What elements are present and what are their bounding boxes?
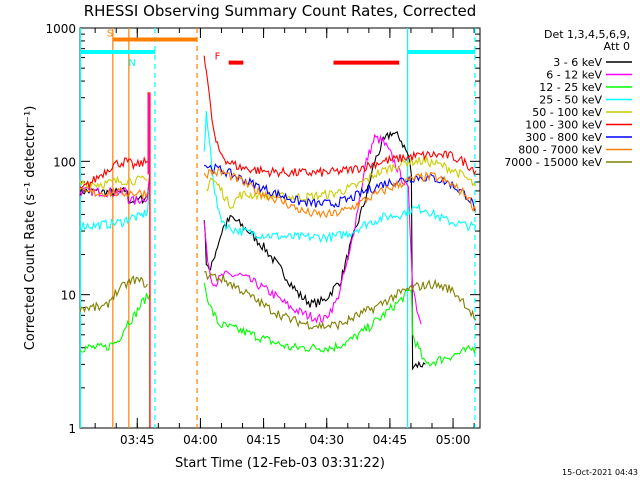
legend-entry-label: 300 - 800 keV: [525, 131, 602, 144]
y-axis-label: Corrected Count Rate (s⁻¹ detector⁻¹): [23, 106, 38, 351]
series-line-3: [203, 111, 477, 244]
legend-entry-label: 50 - 100 keV: [532, 106, 602, 119]
series-line-8: [79, 275, 148, 313]
series-line-1: [203, 133, 422, 325]
legend-header: Det 1,3,4,5,6,9,: [544, 28, 630, 41]
series-line-5: [203, 55, 477, 179]
flag-bars: S N F: [80, 28, 475, 69]
legend-entry-label: 12 - 25 keV: [539, 81, 602, 94]
series-lines: [79, 55, 477, 428]
legend-entry-label: 25 - 50 keV: [539, 94, 602, 107]
chart-title: RHESSI Observing Summary Count Rates, Co…: [84, 2, 477, 20]
x-axis-label: Start Time (12-Feb-03 03:31:22): [175, 456, 385, 471]
event-markers: [79, 28, 476, 428]
x-tick-label: 04:00: [183, 433, 218, 447]
legend-entry-label: 6 - 12 keV: [546, 69, 602, 82]
series-line-3: [79, 186, 151, 232]
legend-entry-label: 3 - 6 keV: [553, 56, 602, 69]
series-line-8: [204, 270, 477, 331]
series-line-4: [79, 175, 148, 191]
series-line-2: [79, 292, 151, 353]
y-tick-label: 100: [53, 155, 76, 169]
x-tick-label: 04:15: [246, 433, 281, 447]
x-tick-label: 04:30: [309, 433, 344, 447]
x-tick-label: 03:45: [120, 433, 155, 447]
x-tick-label: 04:45: [373, 433, 408, 447]
series-line-5: [79, 155, 148, 190]
legend-entry-label: 7000 - 15000 keV: [504, 156, 602, 169]
series-line-0: [203, 130, 426, 371]
series-line-7: [79, 187, 148, 200]
flag-label: N: [128, 58, 135, 69]
y-tick-label: 1: [68, 422, 76, 436]
series-line-4: [206, 155, 477, 210]
legend-entry-label: 100 - 300 keV: [525, 119, 602, 132]
x-tick-label: 05:00: [436, 433, 471, 447]
series-line-2: [203, 282, 477, 367]
series-line-7: [203, 167, 477, 219]
y-tick-label: 1000: [45, 22, 76, 36]
series-line-6: [204, 162, 477, 212]
flag-label: S: [107, 28, 113, 39]
axis-tick-labels: 03:45 04:00 04:15 04:30 04:45 05:00 1 10 100 1000: [45, 22, 470, 447]
footer-date: 15-Oct-2021 04:43: [562, 468, 638, 477]
legend-entry-label: 800 - 7000 keV: [518, 144, 602, 157]
series-line-0: [79, 174, 151, 205]
tick-marks: [80, 27, 480, 429]
series-line-1: [79, 174, 151, 205]
legend-header: Att 0: [604, 40, 630, 53]
y-tick-label: 10: [61, 289, 76, 303]
flag-label: F: [215, 52, 221, 63]
plot-frame: [79, 27, 481, 429]
